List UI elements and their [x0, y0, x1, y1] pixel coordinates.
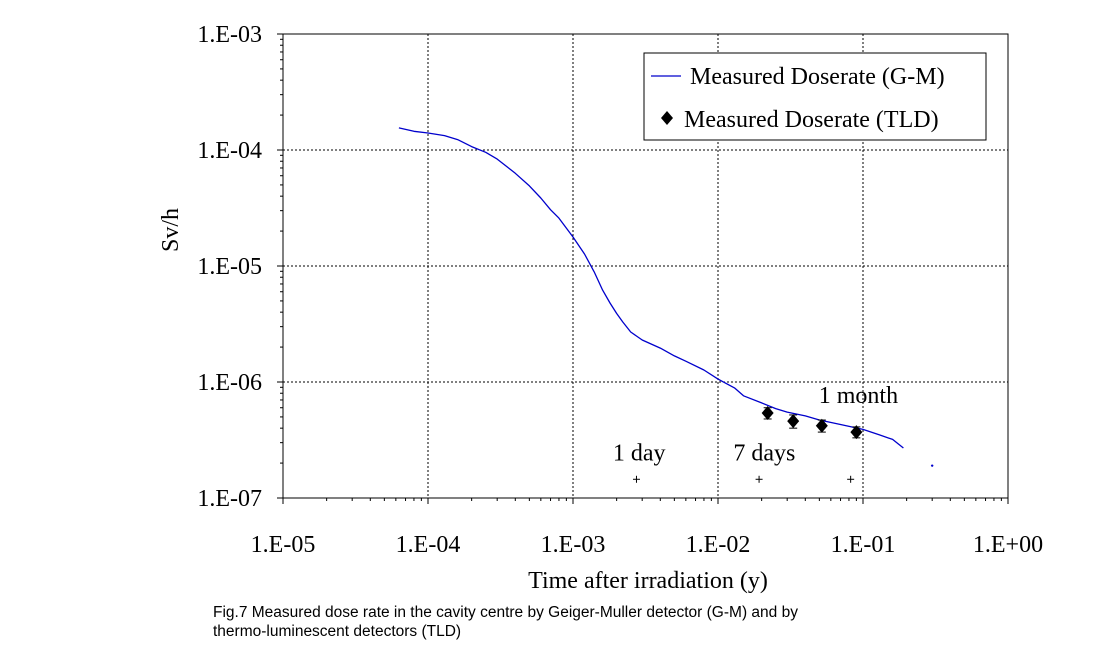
- legend: Measured Doserate (G-M) Measured Doserat…: [643, 52, 987, 141]
- x-tick-label: 1.E+00: [973, 532, 1043, 558]
- tld-point: [787, 414, 800, 429]
- tld-point: [761, 406, 774, 421]
- y-tick-label: 1.E-05: [197, 254, 262, 280]
- chart: 1.E-05 1.E-04 1.E-03 1.E-02 1.E-01 1.E+00 1.E…: [158, 22, 1043, 594]
- tld-point: [815, 418, 828, 433]
- series-layer: [398, 127, 934, 467]
- figure-caption: Fig.7 Measured dose rate in the cavity c…: [213, 603, 1013, 641]
- x-tick-label: 1.E-02: [686, 532, 751, 558]
- legend-box: [643, 52, 987, 141]
- caption-line-2: thermo-luminescent detectors (TLD): [213, 623, 462, 640]
- series-gm-line: [398, 127, 904, 449]
- x-axis-label: Time after irradiation (y): [528, 568, 768, 594]
- tld-point: [850, 425, 863, 440]
- y-tick-label: 1.E-06: [197, 370, 262, 396]
- legend-diamond-icon: [661, 111, 673, 125]
- legend-label-gm: Measured Doserate (G-M): [690, 64, 945, 90]
- x-tick-label: 1.E-01: [831, 532, 896, 558]
- x-tick-label: 1.E-04: [396, 532, 461, 558]
- annotation-label: 1 month: [819, 383, 898, 409]
- x-tick-label: 1.E-05: [251, 532, 316, 558]
- y-tick-label: 1.E-04: [197, 138, 262, 164]
- y-axis-label: Sv/h: [158, 208, 184, 252]
- y-tick-label: 1.E-03: [197, 22, 262, 48]
- annotation-layer: 1 day 7 days 1 month: [613, 383, 898, 483]
- legend-label-tld: Measured Doserate (TLD): [684, 107, 939, 133]
- annotation-label: 7 days: [733, 441, 795, 467]
- y-axis: 1.E-03 1.E-04 1.E-05 1.E-06 1.E-07: [197, 22, 283, 512]
- y-tick-label: 1.E-07: [197, 486, 262, 512]
- caption-line-1: Fig.7 Measured dose rate in the cavity c…: [213, 604, 798, 621]
- series-gm-point: [930, 464, 934, 467]
- annotation-label: 1 day: [613, 441, 666, 467]
- x-tick-label: 1.E-03: [541, 532, 606, 558]
- x-axis: 1.E-05 1.E-04 1.E-03 1.E-02 1.E-01 1.E+00: [251, 498, 1043, 558]
